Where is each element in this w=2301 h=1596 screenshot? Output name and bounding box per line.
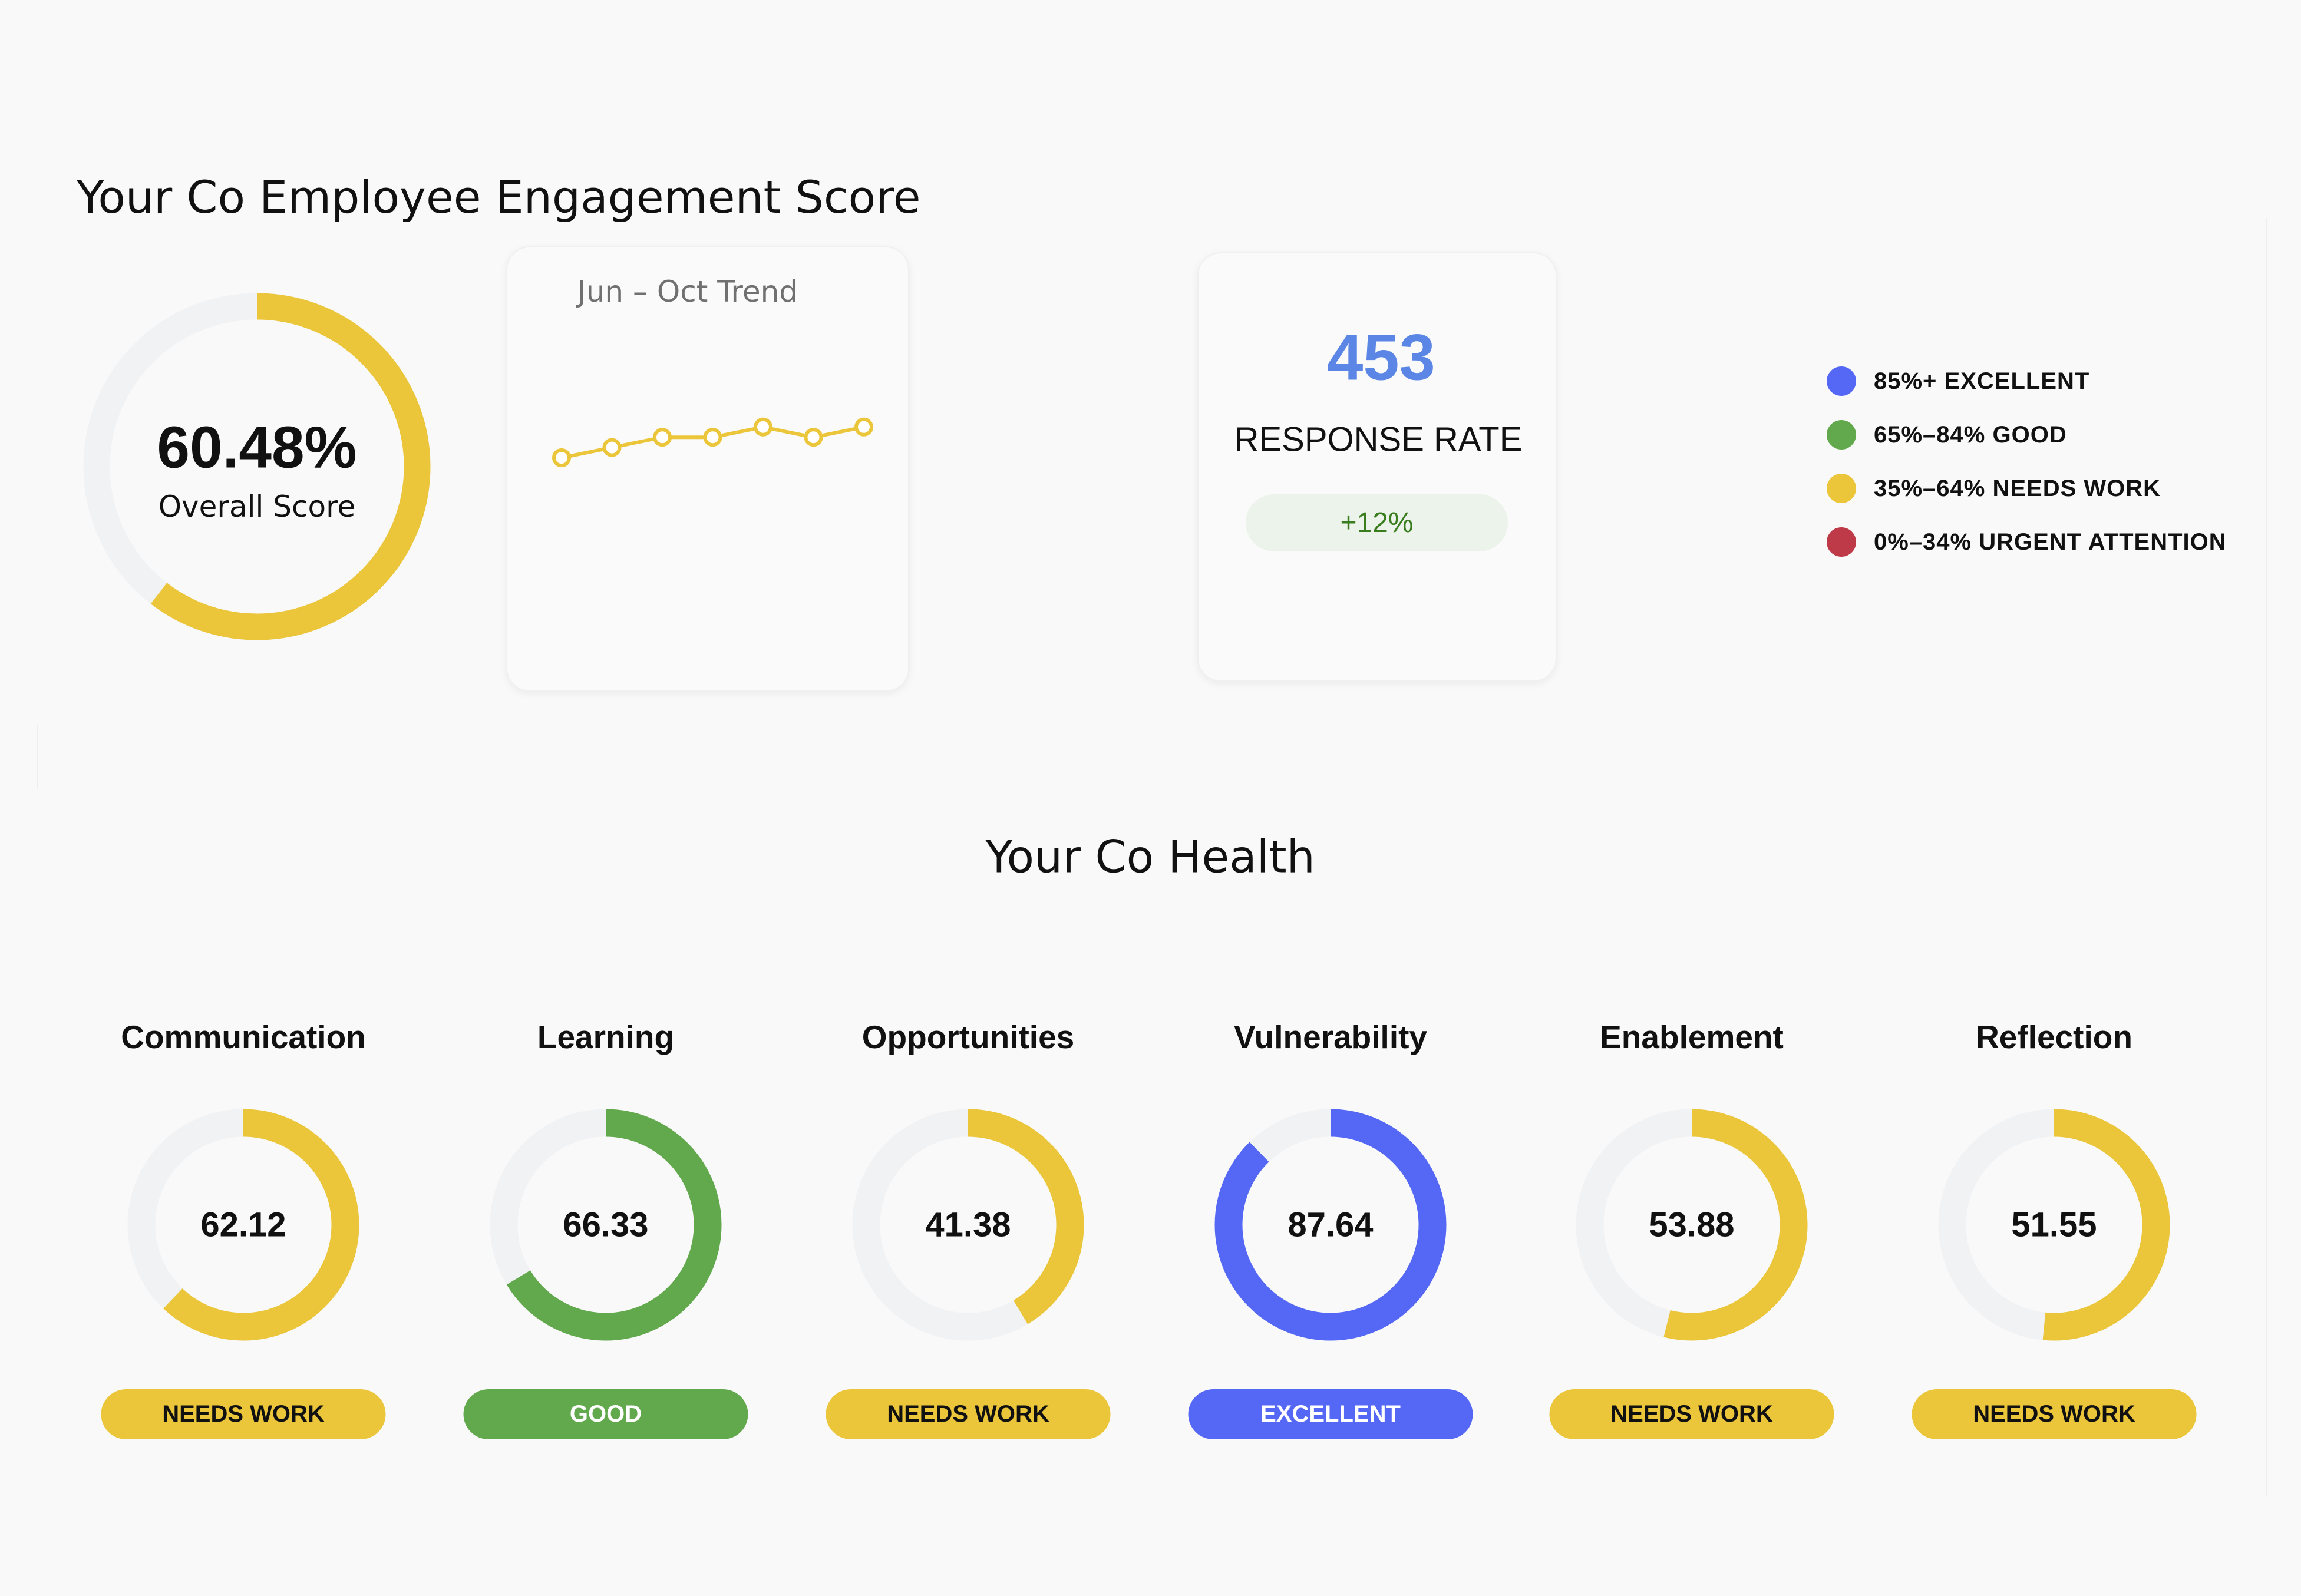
legend-dot-icon [1827, 527, 1856, 557]
category-label: Communication [121, 1019, 366, 1055]
trend-point [602, 438, 622, 457]
divider [2266, 795, 2267, 1496]
category-donut [1214, 1109, 1447, 1341]
trend-point [552, 448, 571, 467]
trend-title: Jun – Oct Trend [577, 275, 798, 309]
category-status-badge: NEEDS WORK [1549, 1389, 1834, 1439]
category-donut-arc [852, 1109, 1084, 1341]
category-score: 62.12 [200, 1205, 286, 1244]
category-donut-arc [490, 1109, 722, 1341]
trend-point [754, 417, 772, 437]
category-donut [852, 1109, 1084, 1341]
engagement-title: Your Co Employee Engagement Score [77, 171, 921, 223]
overall-score-value: 60.48% [157, 414, 357, 481]
trend-point [653, 428, 672, 447]
legend-dot-icon [1827, 474, 1856, 503]
divider [37, 725, 38, 789]
category-status-badge: EXCELLENT [1188, 1389, 1473, 1439]
legend-dot-icon [1827, 366, 1856, 396]
category-donut-arc [1214, 1109, 1447, 1341]
category-donut [1576, 1109, 1808, 1341]
category-score: 53.88 [1649, 1205, 1735, 1244]
category-donut [1938, 1109, 2170, 1341]
category-donut-arc [1576, 1109, 1808, 1341]
trend-point [703, 428, 722, 447]
category-label: Enablement [1600, 1019, 1784, 1055]
category-donut-arc [1938, 1109, 2170, 1341]
category-status-badge: GOOD [463, 1389, 748, 1439]
score-legend: 85%+ EXCELLENT 65%–84% GOOD 35%–64% NEED… [1827, 361, 2227, 563]
overall-score-donut [83, 293, 431, 640]
response-card: 453 RESPONSE RATE +12% [1197, 252, 1557, 682]
legend-label: 85%+ EXCELLENT [1874, 368, 2090, 394]
legend-dot-icon [1827, 420, 1856, 450]
category-donut-arc [127, 1109, 359, 1341]
category-label: Opportunities [861, 1019, 1075, 1055]
category-score: 41.38 [925, 1205, 1011, 1244]
category-donut [127, 1109, 359, 1341]
response-rate-label: RESPONSE RATE [1234, 420, 1523, 459]
trend-point [804, 428, 823, 447]
response-count: 453 [1327, 321, 1435, 394]
legend-item-excellent: 85%+ EXCELLENT [1827, 361, 2227, 402]
health-title: Your Co Health [985, 830, 1315, 883]
category-status-badge: NEEDS WORK [101, 1389, 386, 1439]
category-status-badge: NEEDS WORK [1912, 1389, 2197, 1439]
category-score: 66.33 [563, 1205, 649, 1244]
overall-score-caption: Overall Score [158, 490, 356, 524]
legend-item-good: 65%–84% GOOD [1827, 414, 2227, 455]
legend-label: 65%–84% GOOD [1874, 421, 2067, 448]
category-label: Vulnerability [1233, 1019, 1428, 1055]
legend-item-urgent: 0%–34% URGENT ATTENTION [1827, 521, 2227, 563]
category-score: 87.64 [1287, 1205, 1374, 1244]
category-label: Learning [537, 1019, 675, 1055]
category-status-badge: NEEDS WORK [826, 1389, 1111, 1439]
legend-item-needs-work: 35%–64% NEEDS WORK [1827, 468, 2227, 509]
trend-chart [552, 417, 873, 467]
legend-label: 0%–34% URGENT ATTENTION [1874, 528, 2227, 555]
category-donut [490, 1109, 722, 1341]
category-score: 51.55 [2011, 1205, 2097, 1244]
overall-donut-arc [83, 293, 431, 640]
legend-label: 35%–64% NEEDS WORK [1874, 475, 2161, 501]
divider [2266, 218, 2267, 795]
trend-card: Jun – Oct Trend [506, 246, 909, 692]
trend-point [854, 417, 873, 437]
category-label: Reflection [1976, 1019, 2132, 1055]
response-change-badge: +12% [1246, 494, 1508, 551]
